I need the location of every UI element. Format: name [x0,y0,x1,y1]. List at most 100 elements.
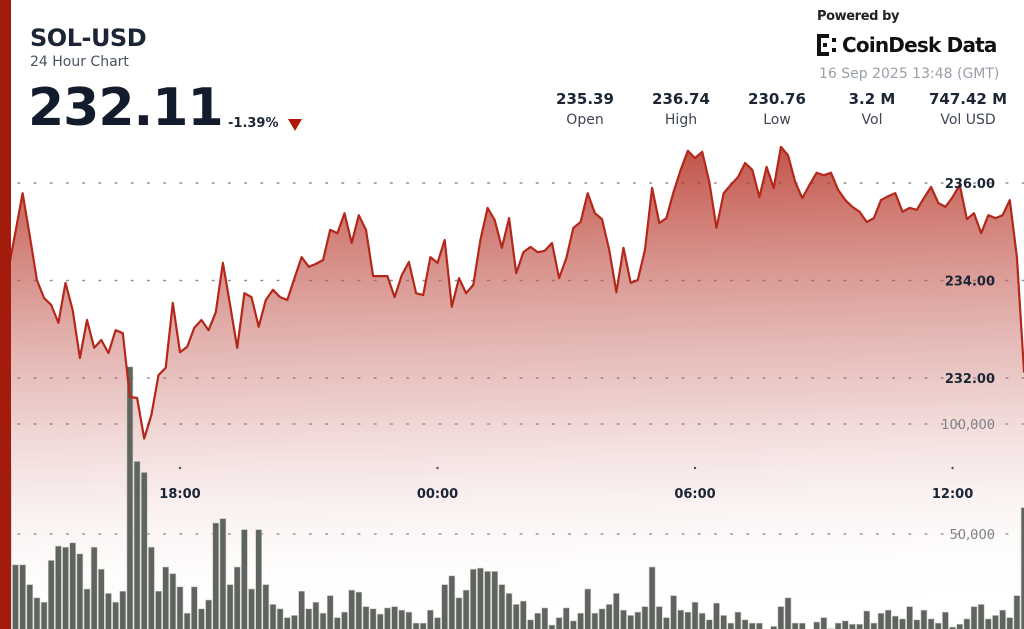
volume-bar [491,571,499,629]
volume-bar [949,626,956,629]
volume-bar [670,595,677,629]
volume-bar [26,584,34,629]
volume-bar [548,624,556,629]
volume-bar [176,586,184,629]
stat-value: 235.39 [556,90,614,108]
volume-bar [405,611,413,629]
volume-bar [484,571,491,629]
volume-tick-label: 50,000 [950,528,996,543]
y-axis-volume: 100,000 50,000 [941,418,995,543]
volume-bar [105,593,112,629]
volume-bar [713,602,720,629]
volume-bar [813,621,820,629]
volume-bar [69,542,76,629]
volume-bar [942,611,949,629]
volume-bar [126,366,134,629]
volume-bar [849,623,856,629]
volume-bar [291,615,298,629]
volume-bar [1020,507,1024,629]
volume-bar [441,584,448,629]
volume-bar [398,609,406,629]
volume-bar [985,618,992,629]
volume-bar [834,622,842,629]
triangle-down-icon [288,119,302,131]
volume-bar [241,529,248,629]
volume-bar [992,615,999,629]
volume-bar [977,604,985,629]
stat-value: 230.76 [748,90,806,108]
volume-bar [362,606,370,629]
price-area-fill [8,146,1024,629]
volume-bar [334,617,341,629]
volume-bar [376,613,384,629]
volume-bar [756,622,763,629]
volume-bar [169,573,177,629]
stat-label: Open [566,112,604,128]
volume-bar [283,617,291,629]
volume-bar [999,609,1006,629]
volume-bar [462,589,470,629]
y-tick-label: 234.00 [945,275,995,290]
volume-bar [55,545,62,629]
volume-bar [841,620,849,629]
volume-bar [33,597,41,629]
volume-bar [648,566,656,629]
volume-bar [555,617,563,629]
y-axis-price: 236.00 234.00 232.00 [945,177,995,387]
volume-bar [520,600,527,629]
volume-bar [148,546,155,629]
volume-bar [369,608,377,629]
volume-bar [162,566,169,629]
x-tick-label: 18:00 [159,487,200,502]
volume-bar [706,619,713,629]
volume-bar [305,608,313,629]
volume-bar [469,568,477,629]
stat-value: 3.2 M [848,90,896,108]
volume-bar [219,518,227,629]
volume-bar [119,590,127,629]
stat-vol-usd: 747.42 M Vol USD [913,90,1023,128]
volume-bar [212,522,220,629]
volume-bar [412,622,420,629]
volume-bar [655,606,663,629]
price-change-percent: -1.39% [228,116,279,131]
volume-bar [605,604,613,629]
volume-bar [734,611,742,629]
volume-bar [677,609,685,629]
stat-value: 236.74 [652,90,710,108]
volume-bar [312,601,320,629]
volume-bar [505,593,513,629]
volume-bar [913,619,921,629]
stat-open: 235.39 Open [530,90,640,128]
volume-bar [191,586,198,629]
volume-bar [934,622,942,629]
volume-bar [634,611,642,629]
volume-bar [863,610,871,629]
volume-bar [927,618,935,629]
volume-bar [892,615,899,629]
volume-bar [970,606,978,629]
volume-bar [90,546,98,629]
volume-bar [577,612,584,629]
volume-bar [777,606,785,629]
volume-bar [534,612,541,629]
volume-bar [155,590,162,629]
volume-bar [684,611,692,629]
volume-bar [570,620,577,629]
chart-subtitle: 24 Hour Chart [30,54,129,70]
x-axis: 18:00 00:00 06:00 12:00 [159,487,973,502]
volume-bar [627,615,634,629]
volume-bar [741,619,749,629]
stat-label: Vol [861,112,883,128]
volume-bar [40,601,48,629]
volume-bar [613,593,620,629]
volume-bar [112,601,119,629]
stat-value: 747.42 M [928,90,1008,108]
volume-bar [541,607,549,629]
volume-bar [698,612,706,629]
volume-bar [248,588,255,629]
volume-bar [98,568,105,629]
volume-bar [527,619,534,629]
volume-bar [877,612,885,629]
volume-bar [262,584,270,629]
